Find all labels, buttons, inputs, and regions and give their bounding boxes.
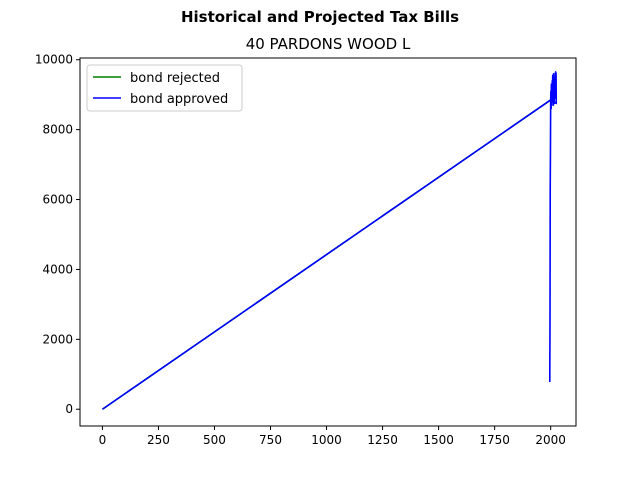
- x-tick-label: 750: [259, 433, 282, 447]
- x-tick-label: 250: [147, 433, 170, 447]
- y-tick-label: 10000: [35, 53, 73, 67]
- y-tick-label: 4000: [42, 262, 73, 276]
- y-tick-label: 0: [65, 402, 73, 416]
- y-tick-label: 6000: [42, 193, 73, 207]
- chart-title: 40 PARDONS WOOD L: [246, 35, 411, 53]
- series-line-bond-approved: [101, 71, 558, 410]
- y-tick-label: 8000: [42, 123, 73, 137]
- y-axis-ticks: 0 2000 4000 6000 8000 10000: [35, 53, 80, 416]
- y-tick-label: 2000: [42, 332, 73, 346]
- x-tick-label: 0: [99, 433, 107, 447]
- x-tick-label: 1750: [479, 433, 510, 447]
- x-axis-ticks: 0 250 500 750 1000 1250 1500 1750 2000: [99, 426, 566, 447]
- x-tick-label: 2000: [535, 433, 566, 447]
- plot-frame: [79, 57, 577, 427]
- plot-lines: [101, 71, 558, 410]
- legend-box: [86, 64, 243, 112]
- legend: bond rejected bond approved: [86, 64, 243, 112]
- legend-label: bond rejected: [130, 71, 220, 86]
- x-tick-label: 1250: [367, 433, 398, 447]
- x-tick-label: 1000: [311, 433, 342, 447]
- x-tick-label: 500: [203, 433, 226, 447]
- chart-suptitle: Historical and Projected Tax Bills: [181, 8, 459, 26]
- x-tick-label: 1500: [423, 433, 454, 447]
- legend-label: bond approved: [130, 92, 228, 107]
